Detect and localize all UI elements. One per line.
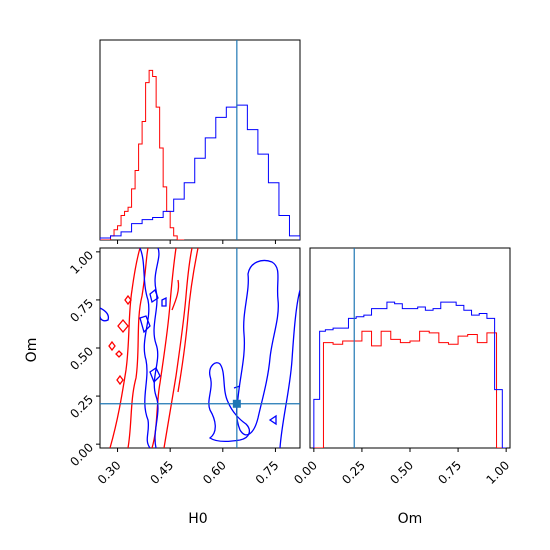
- om-y-tick-label-4: 1.00: [67, 248, 96, 277]
- contour-group: [100, 248, 300, 448]
- om-y-tick-label-1: 0.25: [67, 392, 96, 421]
- blue-contour-8: [236, 259, 279, 436]
- blue-contour-9: [279, 289, 300, 448]
- red-contour-4: [177, 248, 199, 393]
- blue-contour-5: [149, 288, 159, 304]
- blue-contour-4: [149, 367, 161, 384]
- h0-histogram-group: [100, 69, 300, 240]
- blue-contour-2: [153, 248, 160, 448]
- red-contour-10: [115, 350, 123, 358]
- h0-marginal-ticks: [117, 240, 276, 244]
- joint-truth-point: [232, 399, 241, 408]
- om-x-tick-label-1: 0.25: [339, 458, 368, 487]
- h0-x-tick-label-0: 0.30: [95, 458, 124, 487]
- red-contour-8: [108, 340, 116, 352]
- y-axis-label-om: Om: [24, 338, 40, 363]
- red-contour-0: [109, 248, 141, 448]
- blue-contour-6: [161, 296, 167, 307]
- blue-contour-10: [268, 414, 277, 426]
- blue-contour-7: [208, 362, 251, 442]
- h0-red-histogram: [100, 69, 185, 240]
- h0-marginal-panel: [99, 39, 301, 244]
- om-y-tick-label-2: 0.50: [67, 344, 96, 373]
- h0-marginal-frame: [99, 39, 301, 241]
- om-marginal-panel: 0.00 0.25 0.50 0.75 1.00: [291, 247, 512, 487]
- red-contour-9: [116, 374, 124, 386]
- joint-contour-ticks: 0.30 0.45 0.60 0.75 0.00 0.25 0.50 0.75 1.00: [67, 248, 281, 487]
- blue-contour-3: [139, 315, 151, 334]
- joint-contours: [100, 248, 300, 448]
- x-axis-label-h0: H0: [188, 511, 207, 527]
- om-x-tick-label-2: 0.50: [387, 458, 416, 487]
- h0-x-tick-label-1: 0.45: [148, 458, 177, 487]
- blue-contour-1: [139, 248, 151, 448]
- blue-contour-0: [100, 307, 110, 322]
- om-marginal-frame: [309, 247, 511, 449]
- h0-blue-histogram: [100, 104, 300, 240]
- x-axis-label-om: Om: [398, 511, 423, 527]
- om-histogram-group: [313, 301, 507, 448]
- h0-marginal-histograms: [100, 40, 300, 240]
- h0-x-tick-label-3: 0.75: [253, 458, 282, 487]
- om-marginal-ticks: 0.00 0.25 0.50 0.75 1.00: [291, 448, 512, 487]
- om-blue-histogram: [313, 301, 507, 448]
- h0-x-tick-label-2: 0.60: [200, 458, 229, 487]
- red-contour-3: [163, 248, 193, 448]
- joint-contour-frame: [99, 247, 301, 449]
- joint-contour-panel: 0.30 0.45 0.60 0.75 0.00 0.25 0.50 0.75 1.00: [67, 247, 301, 487]
- om-x-tick-label-0: 0.00: [291, 458, 320, 487]
- om-y-tick-label-3: 0.75: [67, 296, 96, 325]
- om-x-tick-label-3: 0.75: [435, 458, 464, 487]
- red-contour-6: [117, 318, 129, 334]
- om-y-tick-label-0: 0.00: [67, 440, 96, 469]
- red-contour-7: [124, 294, 132, 306]
- om-x-tick-label-4: 1.00: [483, 458, 512, 487]
- red-contour-1: [127, 248, 149, 448]
- om-marginal-histograms: [313, 248, 507, 448]
- om-red-histogram: [313, 330, 507, 448]
- red-contour-5: [171, 279, 180, 311]
